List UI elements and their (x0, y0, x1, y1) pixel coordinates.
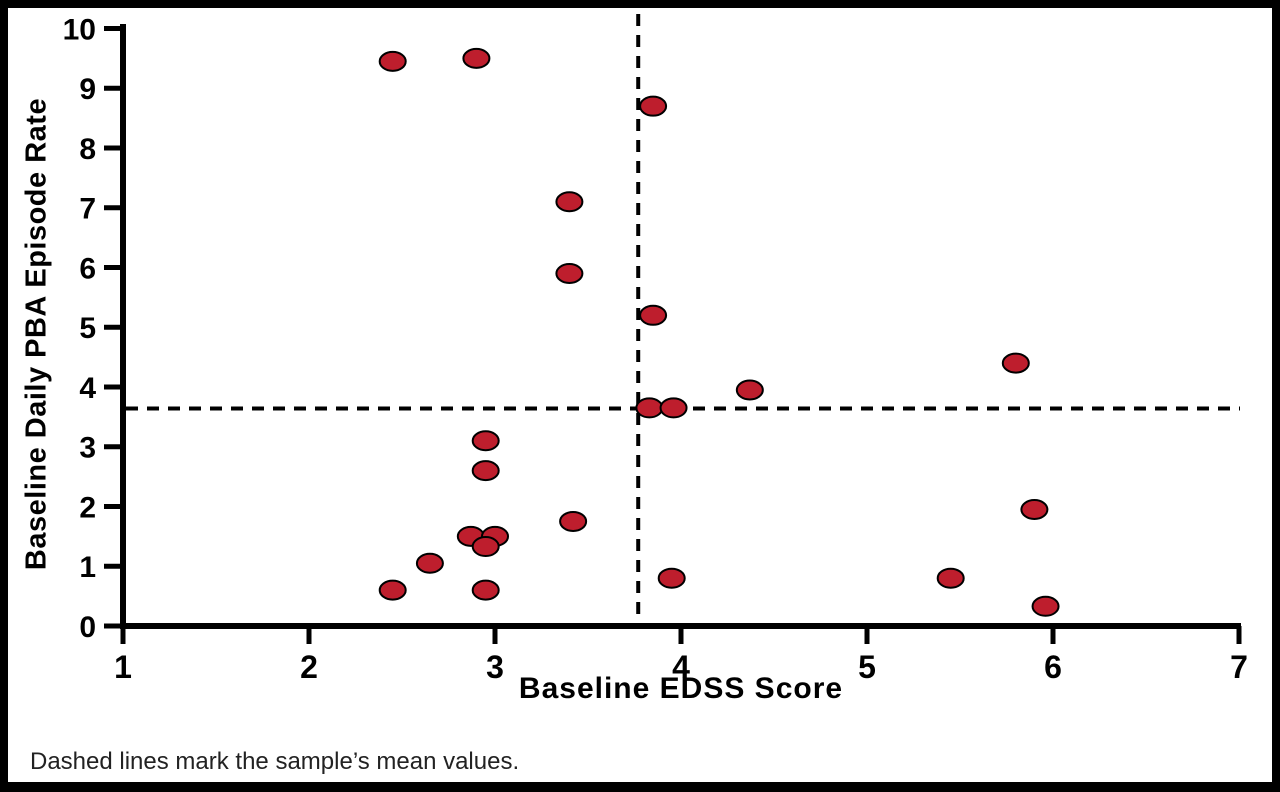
x-tick-label: 1 (114, 649, 132, 685)
data-point (639, 304, 668, 326)
y-tick-label: 9 (79, 73, 96, 106)
data-point (1031, 595, 1060, 617)
data-point (471, 430, 500, 452)
data-point (471, 579, 500, 601)
y-tick-label: 3 (79, 432, 96, 465)
data-point (462, 47, 491, 69)
x-tick-label: 2 (300, 649, 318, 685)
data-point (735, 379, 764, 401)
figure-caption: Dashed lines mark the sample’s mean valu… (30, 748, 520, 775)
y-tick-label: 4 (79, 372, 96, 405)
data-point (555, 191, 584, 213)
data-point (415, 552, 444, 574)
y-tick-label: 2 (79, 491, 96, 524)
y-tick-label: 6 (79, 252, 96, 285)
data-point (635, 397, 664, 419)
data-point (657, 567, 686, 589)
y-tick-label: 7 (79, 193, 96, 226)
y-tick-label: 0 (79, 611, 96, 644)
data-point (378, 579, 407, 601)
x-tick-label: 3 (486, 649, 504, 685)
data-point (936, 567, 965, 589)
data-point (1020, 498, 1049, 520)
x-axis-title: Baseline EDSS Score (518, 672, 844, 705)
x-tick-label: 5 (858, 649, 876, 685)
data-point (1001, 352, 1030, 374)
x-tick-label: 6 (1044, 649, 1062, 685)
data-point (471, 536, 500, 558)
data-point (659, 397, 688, 419)
x-tick-label: 4 (672, 649, 690, 685)
data-point (555, 262, 584, 284)
y-tick-label: 10 (63, 13, 96, 46)
y-tick-label: 1 (79, 551, 96, 584)
x-tick-label: 7 (1230, 649, 1248, 685)
y-axis-title: Baseline Daily PBA Episode Rate (20, 97, 53, 571)
data-point (639, 95, 668, 117)
y-tick-label: 5 (79, 312, 96, 345)
data-point (471, 460, 500, 482)
data-point (559, 510, 588, 532)
y-tick-label: 8 (79, 133, 96, 166)
data-point (378, 50, 407, 72)
